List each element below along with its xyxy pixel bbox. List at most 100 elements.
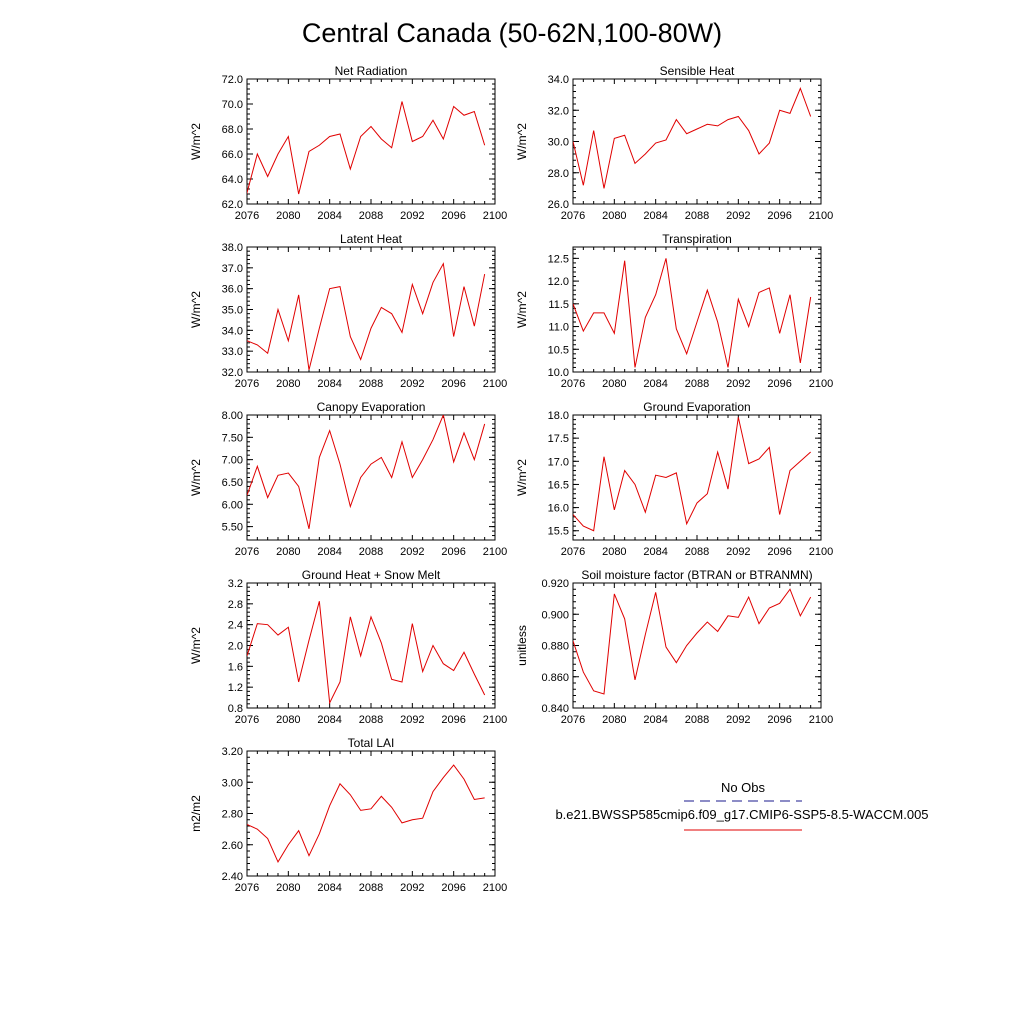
panel-title: Soil moisture factor (BTRAN or BTRANMN) (581, 568, 812, 582)
y-tick-label: 12.5 (548, 253, 569, 265)
x-tick-label: 2076 (561, 714, 585, 726)
x-tick-label: 2088 (359, 714, 383, 726)
plot-frame (572, 414, 822, 541)
series-line-1 (247, 101, 486, 195)
x-tick-label: 2096 (441, 714, 465, 726)
y-tick-label: 3.20 (222, 746, 243, 758)
y-tick-label: 7.00 (222, 455, 243, 467)
y-axis-label: m2/m2 (189, 795, 203, 832)
y-tick-label: 0.860 (541, 672, 569, 684)
y-tick-label: 72.0 (222, 74, 243, 86)
y-tick-label: 6.50 (222, 477, 243, 489)
panel-8: 2076 2080 2084 2088 2092 2096 2100 0.840 0.860 0.… (515, 568, 833, 726)
series-line-1 (247, 764, 485, 864)
x-tick-label: 2084 (317, 714, 341, 726)
y-tick-label: 15.5 (548, 526, 569, 538)
x-tick-label: 2092 (726, 546, 750, 558)
x-tick-label: 2092 (726, 378, 750, 390)
panel-title: Net Radiation (335, 64, 408, 78)
x-tick-label: 2096 (441, 882, 465, 894)
x-tick-label: 2076 (235, 210, 259, 222)
series-line-1 (247, 415, 486, 529)
x-tick-label: 2084 (643, 210, 667, 222)
panel-5: 2076 2080 2084 2088 2092 2096 2100 5.50 6.00 6.50… (189, 400, 507, 558)
x-tick-label: 2092 (726, 210, 750, 222)
x-tick-label: 2088 (685, 378, 709, 390)
panel-9: 2076 2080 2084 2088 2092 2096 2100 2.40 2.60 2.80… (189, 736, 507, 894)
y-tick-label: 26.0 (548, 199, 569, 211)
plot-frame (246, 750, 496, 877)
x-tick-label: 2080 (276, 714, 300, 726)
x-tick-label: 2088 (685, 546, 709, 558)
x-tick-label: 2084 (317, 210, 341, 222)
x-tick-label: 2092 (400, 546, 424, 558)
y-tick-label: 37.0 (222, 263, 243, 275)
x-tick-label: 2076 (561, 378, 585, 390)
x-tick-label: 2096 (767, 714, 791, 726)
x-tick-label: 2080 (276, 210, 300, 222)
panel-title: Ground Evaporation (643, 400, 750, 414)
x-tick-label: 2092 (400, 882, 424, 894)
panel-6: 2076 2080 2084 2088 2092 2096 2100 15.5 16.0 16.5… (515, 400, 833, 558)
x-tick-label: 2076 (235, 882, 259, 894)
y-tick-label: 2.8 (228, 599, 243, 611)
y-tick-label: 16.5 (548, 479, 569, 491)
x-tick-label: 2084 (643, 546, 667, 558)
x-tick-label: 2084 (317, 378, 341, 390)
y-tick-label: 36.0 (222, 284, 243, 296)
x-tick-label: 2080 (276, 546, 300, 558)
x-tick-label: 2084 (643, 714, 667, 726)
panel-title: Sensible Heat (660, 64, 735, 78)
x-tick-label: 2096 (441, 546, 465, 558)
x-tick-label: 2100 (483, 210, 507, 222)
y-tick-label: 62.0 (222, 199, 243, 211)
y-tick-label: 3.2 (228, 578, 243, 590)
panel-title: Latent Heat (340, 232, 403, 246)
x-tick-label: 2096 (767, 210, 791, 222)
x-tick-label: 2100 (809, 714, 833, 726)
x-tick-label: 2076 (235, 546, 259, 558)
x-tick-label: 2080 (276, 882, 300, 894)
y-tick-label: 2.4 (228, 620, 243, 632)
y-tick-label: 5.50 (222, 522, 243, 534)
y-tick-label: 10.5 (548, 344, 569, 356)
plot-frame (246, 78, 496, 205)
y-tick-label: 16.0 (548, 503, 569, 515)
x-tick-label: 2088 (359, 546, 383, 558)
obs-legend-label: No Obs (721, 780, 766, 795)
plot-frame (572, 246, 822, 373)
x-tick-label: 2100 (483, 546, 507, 558)
y-tick-label: 10.0 (548, 367, 569, 379)
panel-3: 2076 2080 2084 2088 2092 2096 2100 32.0 33.0 34.0… (189, 232, 507, 390)
series-line-1 (247, 601, 486, 705)
plot-frame (246, 582, 496, 709)
panel-title: Canopy Evaporation (317, 400, 426, 414)
x-tick-label: 2100 (809, 378, 833, 390)
y-tick-label: 2.80 (222, 809, 243, 821)
y-tick-label: 34.0 (548, 74, 569, 86)
y-tick-label: 34.0 (222, 325, 243, 337)
y-tick-label: 33.0 (222, 346, 243, 358)
x-tick-label: 2100 (809, 210, 833, 222)
y-tick-label: 17.5 (548, 433, 569, 445)
panel-title: Total LAI (348, 736, 395, 750)
panel-title: Ground Heat + Snow Melt (302, 568, 441, 582)
y-tick-label: 8.00 (222, 410, 243, 422)
x-tick-label: 2076 (235, 378, 259, 390)
y-tick-label: 1.6 (228, 661, 243, 673)
panel-7: 2076 2080 2084 2088 2092 2096 2100 0.8 1.2 1.6 2.0… (189, 568, 507, 726)
x-tick-label: 2084 (317, 546, 341, 558)
y-axis-label: W/m^2 (515, 459, 529, 496)
panel-2: 2076 2080 2084 2088 2092 2096 2100 26.0 28.0 30.0… (515, 64, 833, 222)
y-tick-label: 17.0 (548, 456, 569, 468)
series-line-1 (573, 417, 812, 532)
y-tick-label: 11.0 (548, 322, 569, 334)
y-tick-label: 11.5 (548, 299, 569, 311)
y-tick-label: 3.00 (222, 777, 243, 789)
y-tick-label: 12.0 (548, 276, 569, 288)
plot-frame (572, 78, 822, 205)
x-tick-label: 2092 (400, 378, 424, 390)
x-tick-label: 2096 (767, 378, 791, 390)
x-tick-label: 2080 (602, 378, 626, 390)
y-tick-label: 0.840 (541, 703, 569, 715)
